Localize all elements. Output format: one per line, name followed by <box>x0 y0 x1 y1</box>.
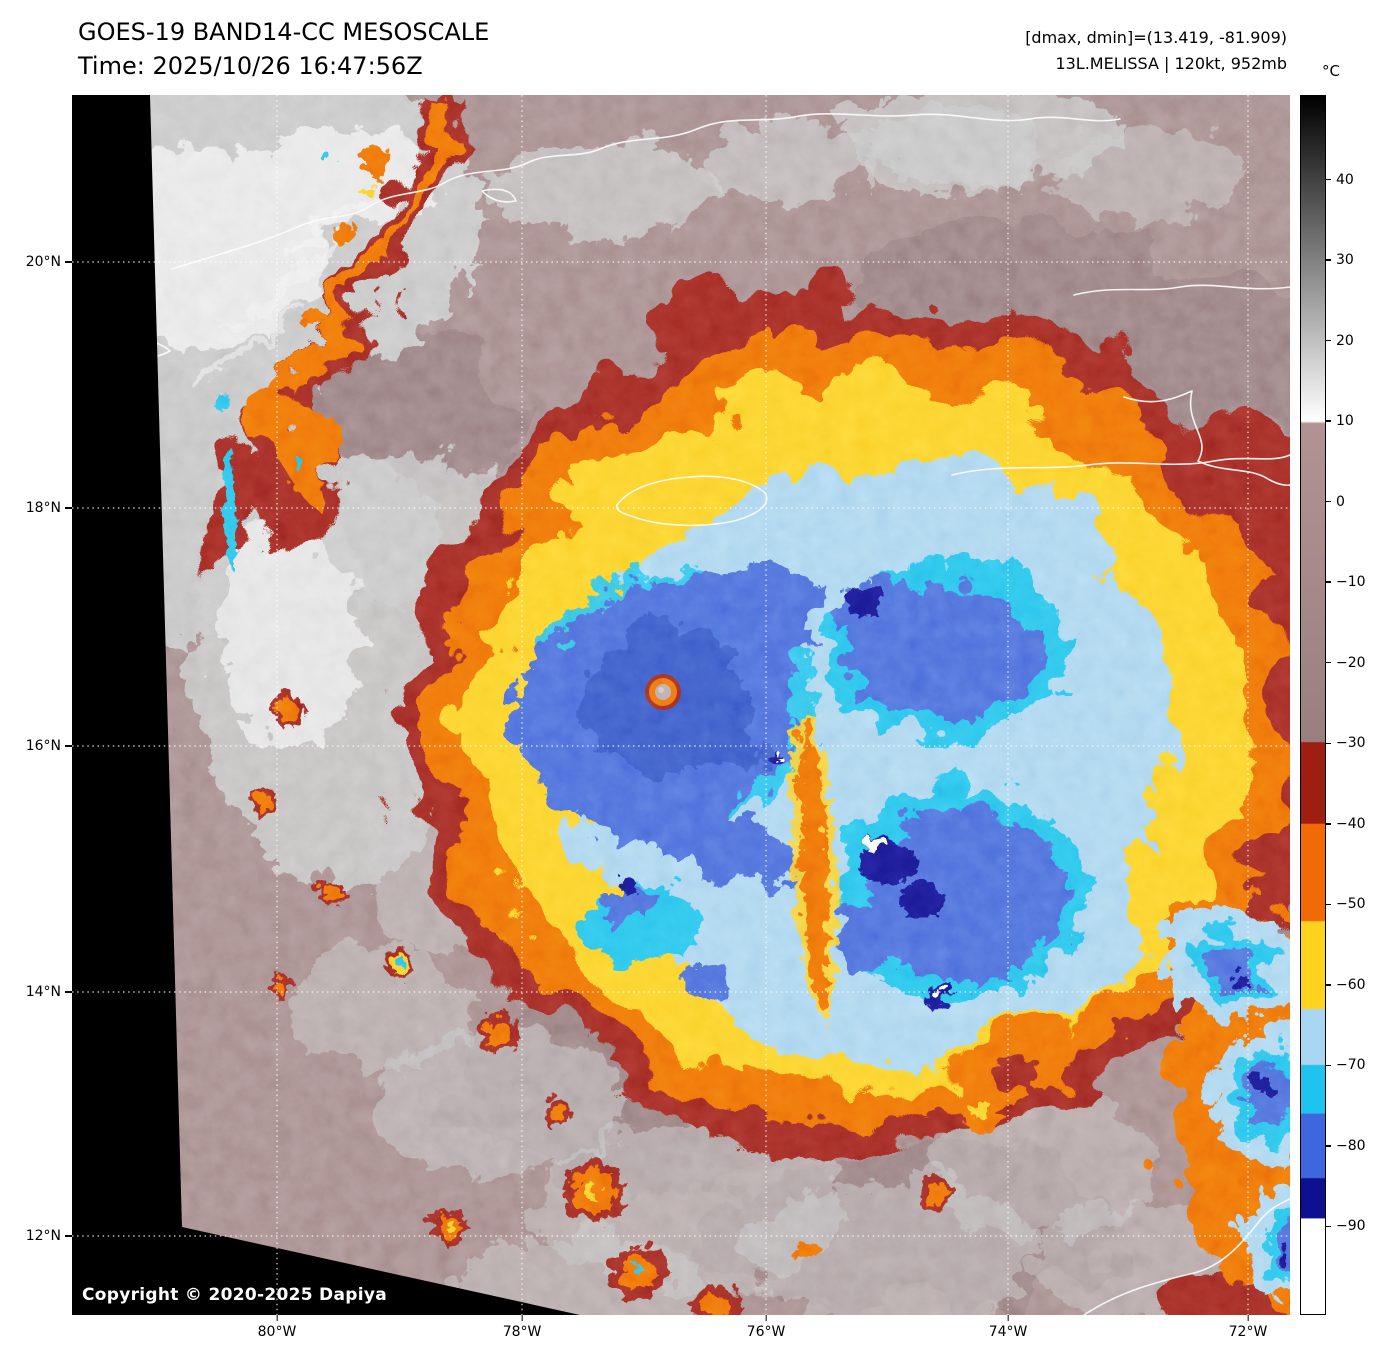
lat-tick-label: 20°N <box>25 254 61 271</box>
colorbar-tick: 0 <box>1326 495 1345 509</box>
colorbar-tick-label: −20 <box>1336 654 1366 671</box>
lat-tick: 14°N <box>26 985 72 999</box>
colorbar-tick: −70 <box>1326 1058 1366 1072</box>
colorbar-tick-mark <box>1326 1225 1331 1228</box>
colorbar-tick-label: −10 <box>1336 574 1366 591</box>
colorbar-tick-mark <box>1326 823 1331 825</box>
lon-tick-label: 72°W <box>1228 1324 1268 1340</box>
colorbar-tick: −80 <box>1326 1139 1366 1153</box>
colorbar-tick: 30 <box>1326 253 1354 267</box>
graticule <box>72 95 1290 1315</box>
colorbar-tick-label: 0 <box>1336 493 1345 510</box>
colorbar-tick-mark <box>1326 1145 1331 1147</box>
colorbar-tick-mark <box>1326 259 1331 261</box>
colorbar <box>1300 95 1326 1315</box>
figure-timestamp: Time: 2025/10/26 16:47:56Z <box>78 52 423 80</box>
lat-tick: 12°N <box>26 1229 72 1243</box>
lat-tick-mark <box>65 745 72 747</box>
data-range-readout: [dmax, dmin]=(13.419, -81.909) <box>1025 28 1287 47</box>
imagery-layers <box>150 95 1290 1315</box>
lat-tick-mark <box>65 261 72 263</box>
lat-tick-mark <box>65 991 72 993</box>
lon-tick-label: 76°W <box>746 1324 786 1340</box>
colorbar-tick: 10 <box>1326 414 1354 428</box>
lon-tick: 74°W <box>988 1315 1028 1340</box>
lat-tick-label: 18°N <box>25 499 61 516</box>
colorbar-tick-mark <box>1326 420 1331 422</box>
colorbar-tick-label: −50 <box>1336 896 1366 913</box>
colorbar-tick-label: −30 <box>1336 735 1366 752</box>
lon-tick-mark <box>276 1315 278 1321</box>
lat-tick-mark <box>65 1235 72 1237</box>
colorbar-tick: −90 <box>1326 1219 1366 1233</box>
lat-tick-label: 16°N <box>25 737 61 754</box>
colorbar-tick-mark <box>1326 984 1331 986</box>
colorbar-tick-label: 30 <box>1336 252 1354 269</box>
colorbar-tick-label: −90 <box>1336 1218 1366 1235</box>
lat-tick-mark <box>65 507 72 509</box>
colorbar-tick-mark <box>1326 903 1331 906</box>
colorbar-tick-mark <box>1326 1064 1331 1067</box>
colorbar-tick-mark <box>1326 581 1331 583</box>
colorbar-tick: −60 <box>1326 978 1366 992</box>
colorbar-tick-label: 20 <box>1336 332 1354 349</box>
lat-tick-label: 14°N <box>25 983 61 1000</box>
colorbar-tick-mark <box>1326 500 1331 503</box>
colorbar-tick-label: −80 <box>1336 1137 1366 1154</box>
colorbar-tick: 20 <box>1326 334 1354 348</box>
lon-tick-mark <box>1247 1315 1249 1321</box>
colorbar-tick: 40 <box>1326 173 1354 187</box>
lon-tick-label: 74°W <box>988 1324 1028 1340</box>
colorbar-tick-mark <box>1326 661 1331 664</box>
lon-axis: 80°W 78°W 76°W 74°W 72°W <box>72 1315 1290 1351</box>
lon-tick: 76°W <box>746 1315 786 1340</box>
lon-tick-label: 80°W <box>257 1324 297 1340</box>
colorbar-unit-label: °C <box>1322 62 1340 80</box>
colorbar-tick-label: −60 <box>1336 976 1366 993</box>
colorbar-tick-mark <box>1326 742 1331 745</box>
colorbar-tick-label: −40 <box>1336 815 1366 832</box>
colorbar-tick-mark <box>1326 178 1331 181</box>
lat-tick: 18°N <box>26 501 72 515</box>
lat-axis: 20°N 18°N 16°N 14°N 12°N <box>18 95 72 1315</box>
lon-tick: 80°W <box>257 1315 297 1340</box>
colorbar-tick: −40 <box>1326 817 1366 831</box>
lon-tick-mark <box>1007 1315 1009 1321</box>
figure-title: GOES-19 BAND14-CC MESOSCALE <box>78 18 490 46</box>
colorbar-tick: −50 <box>1326 897 1366 911</box>
colorbar-tick-label: 40 <box>1336 171 1354 188</box>
colorbar-tick: −10 <box>1326 575 1366 589</box>
lon-tick-label: 78°W <box>502 1324 542 1340</box>
map-canvas: Copyright © 2020-2025 Dapiya <box>72 95 1290 1315</box>
copyright-watermark: Copyright © 2020-2025 Dapiya <box>82 1285 387 1305</box>
colorbar-tick-mark <box>1326 339 1331 342</box>
colorbar-tick: −20 <box>1326 656 1366 670</box>
colorbar-gradient <box>1301 96 1325 1314</box>
lon-tick: 78°W <box>502 1315 542 1340</box>
lat-tick: 20°N <box>26 255 72 269</box>
storm-info-readout: 13L.MELISSA | 120kt, 952mb <box>1055 54 1287 73</box>
lon-tick-mark <box>765 1315 767 1321</box>
colorbar-tick-label: −70 <box>1336 1057 1366 1074</box>
colorbar-tick-label: 10 <box>1336 413 1354 430</box>
lat-tick: 16°N <box>26 739 72 753</box>
lon-tick: 72°W <box>1228 1315 1268 1340</box>
lat-tick-label: 12°N <box>25 1227 61 1244</box>
satellite-imagery <box>72 95 1290 1315</box>
colorbar-tick: −30 <box>1326 736 1366 750</box>
lon-tick-mark <box>521 1315 523 1321</box>
